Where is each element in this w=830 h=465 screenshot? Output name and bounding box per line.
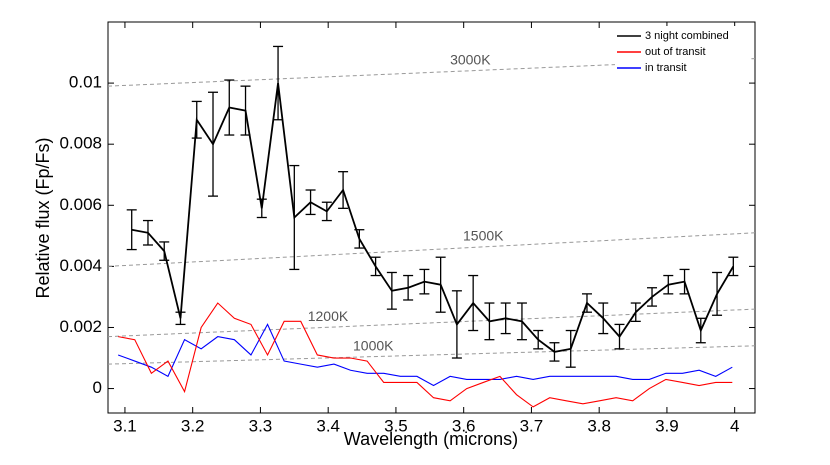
legend-label: 3 night combined (645, 30, 729, 42)
series-line (131, 82, 735, 353)
x-tick-label: 3.5 (384, 416, 408, 435)
x-tick-label: 3.8 (587, 416, 611, 435)
y-tick-label: 0.01 (69, 73, 102, 92)
temperature-label: 1500K (463, 228, 504, 244)
temperature-label: 1200K (308, 308, 349, 324)
x-tick-label: 3.6 (452, 416, 476, 435)
x-tick-label: 3.9 (655, 416, 679, 435)
series-line (118, 302, 733, 408)
y-tick-label: 0.002 (59, 317, 102, 336)
legend-label: in transit (645, 62, 687, 74)
y-tick-label: 0.004 (59, 256, 102, 275)
legend-label: out of transit (645, 46, 706, 58)
temperature-line (107, 345, 756, 365)
x-tick-label: 3.1 (113, 416, 137, 435)
x-tick-label: 3.3 (249, 416, 273, 435)
x-tick-label: 3.4 (316, 416, 340, 435)
x-tick-label: 3.7 (520, 416, 544, 435)
y-axis-label: Relative flux (Fp/Fs) (33, 137, 53, 298)
temperature-label: 1000K (353, 337, 394, 353)
temperature-line (107, 232, 756, 267)
temperature-line (107, 308, 756, 338)
plot-frame (107, 21, 756, 414)
series-line (117, 323, 733, 387)
x-axis-label: Wavelength (microns) (344, 429, 518, 449)
y-tick-label: 0 (93, 378, 102, 397)
temperature-label: 3000K (450, 51, 491, 67)
x-tick-label: 4 (730, 416, 739, 435)
x-tick-label: 3.2 (181, 416, 205, 435)
y-tick-label: 0.008 (59, 134, 102, 153)
y-tick-label: 0.006 (59, 195, 102, 214)
